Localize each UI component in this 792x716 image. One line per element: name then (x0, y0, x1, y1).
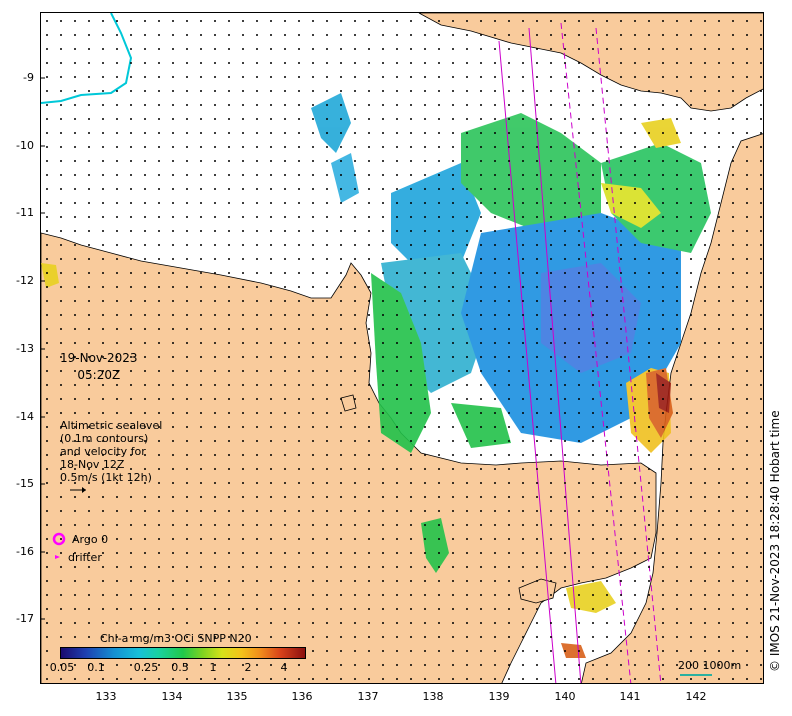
colorbar-tick: 1 (209, 661, 217, 674)
depth-scale-line (680, 674, 712, 676)
colorbar-title: Chl-a mg/m3 OCi SNPP N20 (100, 632, 252, 645)
altimetry-description: Altimetric sealevel (0.1m contours) and … (60, 419, 162, 497)
credit-text: © IMOS 21-Nov-2023 18:28:40 Hobart time (768, 410, 782, 672)
argo-label: Argo 0 (72, 532, 109, 546)
lat-label: -9 (23, 71, 34, 84)
cyan-river-line (41, 13, 133, 104)
date-line: 19-Nov-2023 (60, 351, 138, 365)
lat-label: -13 (16, 342, 34, 355)
desc-line: Altimetric sealevel (60, 419, 163, 432)
colorbar-tick: 4 (280, 661, 288, 674)
lon-label: 135 (226, 690, 248, 703)
lat-label: -15 (16, 477, 34, 490)
legend-argo: Argo 0 (48, 530, 108, 548)
lat-label: -14 (16, 410, 34, 423)
chlorophyll-patches (41, 93, 711, 658)
colorbar-tick: 0.1 (87, 661, 105, 674)
depth-scale-label: 200 1000m (678, 659, 742, 672)
colorbar-tick: 0.25 (133, 661, 159, 674)
map-frame (40, 12, 764, 684)
lon-label: 133 (95, 690, 117, 703)
lat-label: -10 (16, 139, 34, 152)
colorbar (60, 647, 306, 659)
lon-label: 136 (291, 690, 313, 703)
lat-label: -16 (16, 545, 34, 558)
lat-label: -11 (16, 206, 34, 219)
desc-line: 18-Nov 12Z (60, 458, 125, 471)
satellite-tracks (498, 22, 662, 683)
lon-label: 142 (685, 690, 707, 703)
observation-date: 19-Nov-2023 05:20Z (60, 350, 138, 384)
desc-line: (0.1m contours) (60, 432, 149, 445)
desc-line: and velocity for (60, 445, 146, 458)
marker-legend: Argo 0 drifter (48, 530, 108, 566)
land-new-guinea (418, 13, 763, 112)
colorbar-tick: 0.05 (49, 661, 75, 674)
lon-label: 134 (161, 690, 183, 703)
drifter-label: drifter (68, 550, 102, 564)
drifter-icon (55, 555, 60, 559)
grid-ticks (41, 77, 45, 620)
chlorophyll-map (41, 13, 763, 683)
lon-label: 141 (619, 690, 641, 703)
desc-line: 0.5m/s (1kt 12h) (60, 471, 152, 484)
lat-label: -17 (16, 612, 34, 625)
time-line: 05:20Z (77, 368, 121, 382)
lon-label: 140 (554, 690, 576, 703)
land-island-small (340, 394, 357, 412)
argo-circle-icon (52, 532, 66, 546)
colorbar-tick: 0.5 (171, 661, 189, 674)
colorbar-tick: 2 (244, 661, 252, 674)
lat-label: -12 (16, 274, 34, 287)
velocity-arrows (46, 20, 762, 680)
lon-label: 138 (422, 690, 444, 703)
lon-label: 139 (488, 690, 510, 703)
velocity-scale-arrow (70, 487, 86, 493)
lon-label: 137 (357, 690, 379, 703)
legend-drifter: drifter (48, 548, 108, 566)
